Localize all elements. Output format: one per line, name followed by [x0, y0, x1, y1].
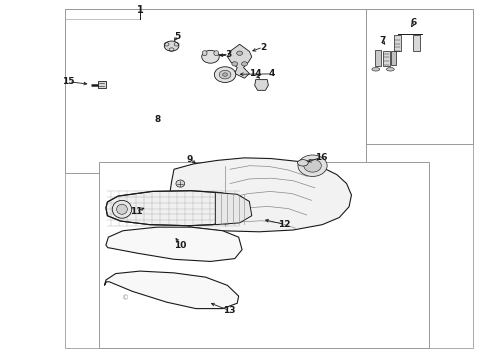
Bar [64, 9, 366, 173]
Ellipse shape [164, 41, 179, 51]
Ellipse shape [297, 159, 307, 166]
Circle shape [201, 50, 219, 63]
Polygon shape [215, 193, 251, 225]
Polygon shape [106, 191, 249, 226]
Ellipse shape [112, 201, 131, 218]
Ellipse shape [386, 67, 393, 71]
Polygon shape [98, 81, 106, 88]
Circle shape [219, 70, 230, 79]
Text: 5: 5 [174, 32, 180, 41]
Circle shape [236, 51, 242, 55]
FancyBboxPatch shape [374, 50, 380, 66]
Text: 6: 6 [410, 18, 416, 27]
Text: 16: 16 [314, 153, 326, 162]
Polygon shape [106, 227, 242, 261]
Polygon shape [254, 80, 268, 90]
FancyBboxPatch shape [412, 35, 419, 51]
FancyBboxPatch shape [393, 35, 400, 51]
Polygon shape [227, 44, 251, 78]
Bar [64, 9, 472, 348]
Ellipse shape [213, 51, 218, 56]
Circle shape [222, 73, 227, 76]
Circle shape [297, 155, 326, 176]
Text: 9: 9 [186, 155, 193, 164]
Circle shape [231, 62, 237, 66]
Text: 11: 11 [129, 207, 142, 216]
Text: 1: 1 [136, 5, 143, 15]
Bar [99, 162, 428, 348]
Ellipse shape [176, 180, 184, 187]
Text: ©: © [122, 296, 129, 302]
FancyBboxPatch shape [382, 51, 389, 66]
Circle shape [214, 67, 235, 82]
Text: 7: 7 [378, 36, 385, 45]
Text: 14: 14 [248, 69, 261, 78]
Circle shape [241, 62, 247, 66]
Text: 3: 3 [225, 50, 232, 59]
Text: 15: 15 [62, 77, 75, 86]
Ellipse shape [371, 67, 379, 71]
FancyBboxPatch shape [390, 51, 395, 64]
Text: 12: 12 [278, 220, 290, 229]
Polygon shape [104, 271, 238, 309]
Text: 4: 4 [268, 69, 275, 78]
Text: 8: 8 [155, 115, 161, 124]
Text: 10: 10 [174, 240, 186, 249]
Text: 2: 2 [259, 42, 265, 51]
Text: 13: 13 [222, 306, 235, 315]
Ellipse shape [202, 51, 206, 56]
Ellipse shape [116, 204, 127, 214]
Polygon shape [169, 158, 351, 232]
Bar [366, 9, 472, 144]
Circle shape [303, 159, 321, 172]
